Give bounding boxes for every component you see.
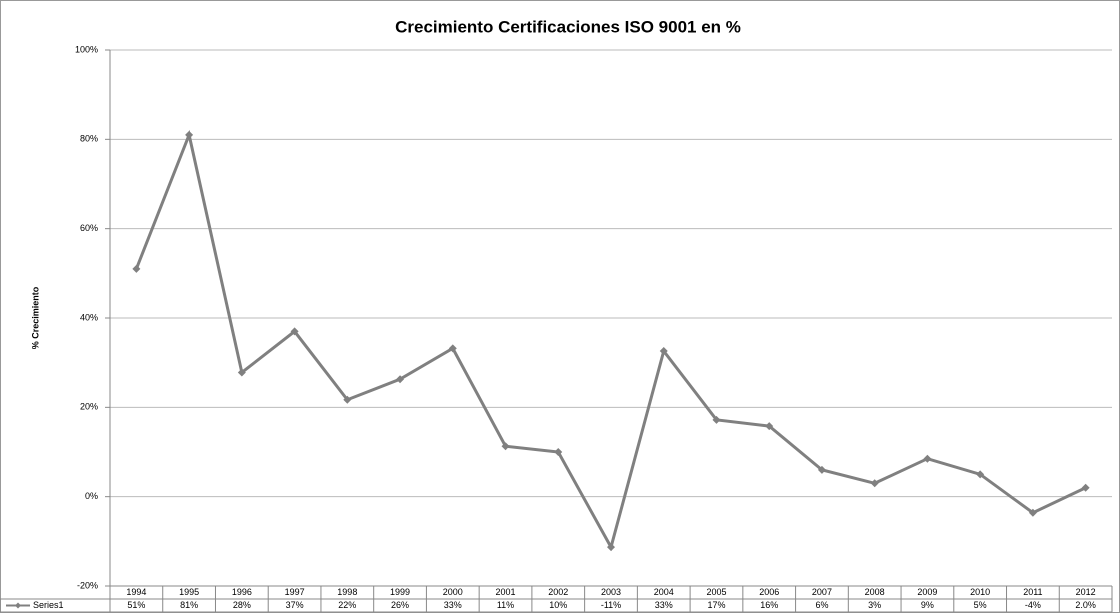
table-value: 28% <box>233 600 251 610</box>
table-value: 16% <box>760 600 778 610</box>
table-value: 51% <box>127 600 145 610</box>
marker <box>343 395 352 404</box>
x-tick-label: 2010 <box>970 587 990 597</box>
table-value: 3% <box>868 600 881 610</box>
marker <box>923 454 932 463</box>
y-tick-label: 40% <box>80 312 98 322</box>
x-tick-label: 1996 <box>232 587 252 597</box>
y-tick-label: -20% <box>77 580 98 590</box>
table-value: 33% <box>655 600 673 610</box>
x-tick-label: 2012 <box>1076 587 1096 597</box>
x-tick-label: 2008 <box>865 587 885 597</box>
x-tick-label: 2005 <box>706 587 726 597</box>
x-tick-label: 1999 <box>390 587 410 597</box>
table-value: 2.0% <box>1075 600 1096 610</box>
marker <box>870 479 879 488</box>
marker <box>448 344 457 353</box>
marker <box>607 543 615 552</box>
marker <box>659 347 668 356</box>
table-value: 81% <box>180 600 198 610</box>
x-tick-label: 2004 <box>654 587 674 597</box>
table-value: 6% <box>815 600 828 610</box>
marker <box>712 415 721 424</box>
x-tick-label: 2003 <box>601 587 621 597</box>
table-value: 26% <box>391 600 409 610</box>
marker <box>132 264 141 273</box>
table-value: 11% <box>497 600 514 610</box>
y-axis-label: % Crecimiento <box>30 286 40 349</box>
chart-title: Crecimiento Certificaciones ISO 9001 en … <box>395 17 741 36</box>
table-value: 9% <box>921 600 934 610</box>
x-tick-label: 1994 <box>126 587 146 597</box>
table-value: -4% <box>1025 600 1041 610</box>
x-tick-label: 2000 <box>443 587 463 597</box>
table-value: 22% <box>338 600 356 610</box>
x-tick-label: 1997 <box>285 587 305 597</box>
x-tick-label: 2011 <box>1023 587 1042 597</box>
x-tick-label: 1998 <box>337 587 357 597</box>
y-tick-label: 20% <box>80 402 98 412</box>
x-tick-label: 1995 <box>179 587 199 597</box>
table-value: 33% <box>444 600 462 610</box>
x-tick-label: 2007 <box>812 587 832 597</box>
marker <box>554 448 563 456</box>
marker <box>290 327 299 336</box>
legend-label: Series1 <box>33 600 64 610</box>
marker <box>976 470 985 479</box>
marker <box>1081 483 1090 492</box>
table-value: 17% <box>707 600 725 610</box>
y-tick-label: 60% <box>80 223 98 233</box>
marker <box>185 130 194 139</box>
table-value: 37% <box>286 600 304 610</box>
y-tick-label: 80% <box>80 134 98 144</box>
table-value: 10% <box>549 600 567 610</box>
x-tick-label: 2009 <box>917 587 937 597</box>
marker <box>237 368 246 377</box>
x-tick-label: 2006 <box>759 587 779 597</box>
y-tick-label: 0% <box>85 491 98 501</box>
marker <box>501 442 510 451</box>
legend-marker <box>15 602 21 609</box>
marker <box>765 422 774 431</box>
x-tick-label: 2002 <box>548 587 568 597</box>
x-tick-label: 2001 <box>496 587 516 597</box>
y-tick-label: 100% <box>75 44 98 54</box>
marker <box>817 465 826 474</box>
marker <box>1028 508 1037 517</box>
table-value: -11% <box>601 600 621 610</box>
table-value: 5% <box>974 600 987 610</box>
marker <box>396 375 405 384</box>
